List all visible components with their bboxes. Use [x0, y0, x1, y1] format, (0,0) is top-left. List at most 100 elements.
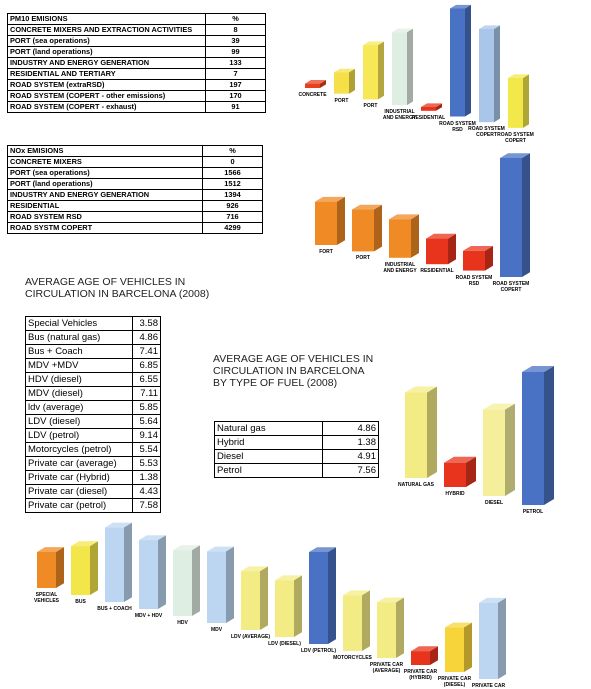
table-cell: PORT (land operations) [7, 178, 203, 190]
bar [426, 233, 456, 265]
table-cell: Natural gas [214, 421, 323, 436]
bar [479, 597, 506, 679]
table-cell: INDUSTRY AND ENERGY GENERATION [7, 189, 203, 201]
bar-top [411, 646, 438, 652]
category-label: CONCRETE [298, 92, 327, 98]
table-cell: Bus + Coach [25, 344, 133, 359]
table-row: ROAD SYSTEM (COPERT - exhaust) 91 [7, 101, 266, 113]
table-row: HDV (diesel) 6.55 [25, 372, 161, 387]
bar-front [139, 540, 158, 609]
bar-front [483, 409, 505, 496]
table-row: ROAD SYSTM COPERT 4299 [7, 222, 263, 234]
bar [483, 403, 515, 496]
table-cell: Bus (natural gas) [25, 330, 133, 345]
bar [305, 80, 326, 88]
table-cell: 3.58 [132, 316, 161, 331]
table-cell: ROAD SYSTM COPERT [7, 222, 203, 234]
table-cell: 4299 [202, 222, 263, 234]
bar-top [37, 547, 64, 552]
table-cell: 1.38 [132, 470, 161, 485]
bar [71, 541, 98, 595]
table-row: Motorcycles (petrol) 5.54 [25, 442, 161, 457]
bar-front [405, 392, 427, 478]
category-label: PETROL [522, 509, 544, 515]
table-cell: NOx EMISIONS [7, 145, 203, 157]
table-cell: 91 [205, 101, 266, 113]
table-row: Bus + Coach 7.41 [25, 344, 161, 359]
table-cell: 0 [202, 156, 263, 168]
bar [139, 535, 166, 609]
bar-top [377, 597, 404, 603]
category-label: SPECIAL VEHICLES [33, 592, 59, 604]
bar-top [421, 103, 442, 107]
bar-side [522, 153, 530, 277]
bar-top [363, 41, 384, 46]
bar-front [522, 372, 544, 505]
category-label: NATURAL GAS [398, 482, 434, 488]
bar-side [430, 646, 438, 665]
category-label: ROAD SYSTEM COPERT [468, 126, 505, 139]
table-cell: MDV (diesel) [25, 386, 133, 401]
bar-top [389, 214, 419, 220]
bar-side [498, 597, 506, 679]
bar-front [241, 571, 260, 630]
category-label: HDV [177, 620, 188, 626]
table-cell: PM10 EMISIONS [7, 13, 206, 25]
table: NOx EMISIONS% CONCRETE MIXERS 0 PORT (sea o… [7, 145, 263, 234]
bar-front [275, 580, 294, 637]
table-row: Private car (average) 5.53 [25, 456, 161, 471]
bar-side [523, 74, 529, 128]
bar-top [139, 535, 166, 541]
category-label: INDUSTRIAL AND ENERGY [383, 261, 417, 274]
table-row: PM10 EMISIONS% [7, 13, 266, 25]
category-label: PORT [356, 255, 370, 262]
table-cell: 7.58 [132, 498, 161, 513]
bar-top [405, 386, 437, 393]
bar-front [377, 602, 396, 658]
table-row: Petrol 7.56 [214, 463, 379, 478]
bar-front [426, 238, 448, 265]
bar-front [389, 219, 411, 258]
bar [315, 196, 345, 245]
heading-line: CIRCULATION IN BARCELONA [213, 365, 365, 377]
table-cell: HDV (diesel) [25, 372, 133, 387]
category-label: ROAD SYSTEM COPERT [497, 131, 534, 144]
bar-side [260, 566, 268, 630]
table-cell: Private car (petrol) [25, 498, 133, 513]
bar-side [436, 103, 442, 111]
bar-front [421, 106, 436, 111]
table-cell: 8 [205, 24, 266, 36]
category-label: MDV + HDV [134, 613, 163, 619]
bar-top [334, 68, 355, 73]
bar [309, 547, 336, 644]
category-label: BUS + COACH [97, 606, 132, 612]
table-cell: Petrol [214, 463, 323, 478]
table-cell: 1394 [202, 189, 263, 201]
table-cell: 5.53 [132, 456, 161, 471]
bar-side [374, 204, 382, 252]
table-cell: % [202, 145, 263, 157]
bar-side [328, 547, 336, 644]
bar-top [315, 196, 345, 202]
bar-front [309, 552, 328, 644]
heading-line: BY TYPE OF FUEL (2008) [213, 377, 338, 389]
heading-line: CIRCULATION IN BARCELONA (2008) [25, 288, 210, 300]
bar-side [226, 546, 234, 623]
table-cell: INDUSTRY AND ENERGY GENERATION [7, 57, 206, 69]
table-cell: 9.14 [132, 428, 161, 443]
bar-side [465, 4, 471, 117]
table-cell: 4.91 [322, 449, 379, 464]
bar-side [448, 233, 456, 265]
heading: AVERAGE AGE OF VEHICLES IN CIRCULATION IN… [25, 276, 209, 300]
bar [522, 366, 554, 505]
table-cell: ROAD SYSTEM RSD [7, 211, 203, 223]
table-cell: CONCRETE MIXERS AND EXTRACTION ACTIVITIE… [7, 24, 206, 36]
bar-side [396, 597, 404, 658]
bar-front [363, 45, 378, 100]
bar [363, 41, 384, 100]
table-row: ROAD SYSTEM (extraRSD) 197 [7, 79, 266, 91]
table-cell: LDV (petrol) [25, 428, 133, 443]
bar-side [466, 456, 476, 487]
category-label: PORT [363, 103, 378, 110]
bar-side [411, 214, 419, 258]
